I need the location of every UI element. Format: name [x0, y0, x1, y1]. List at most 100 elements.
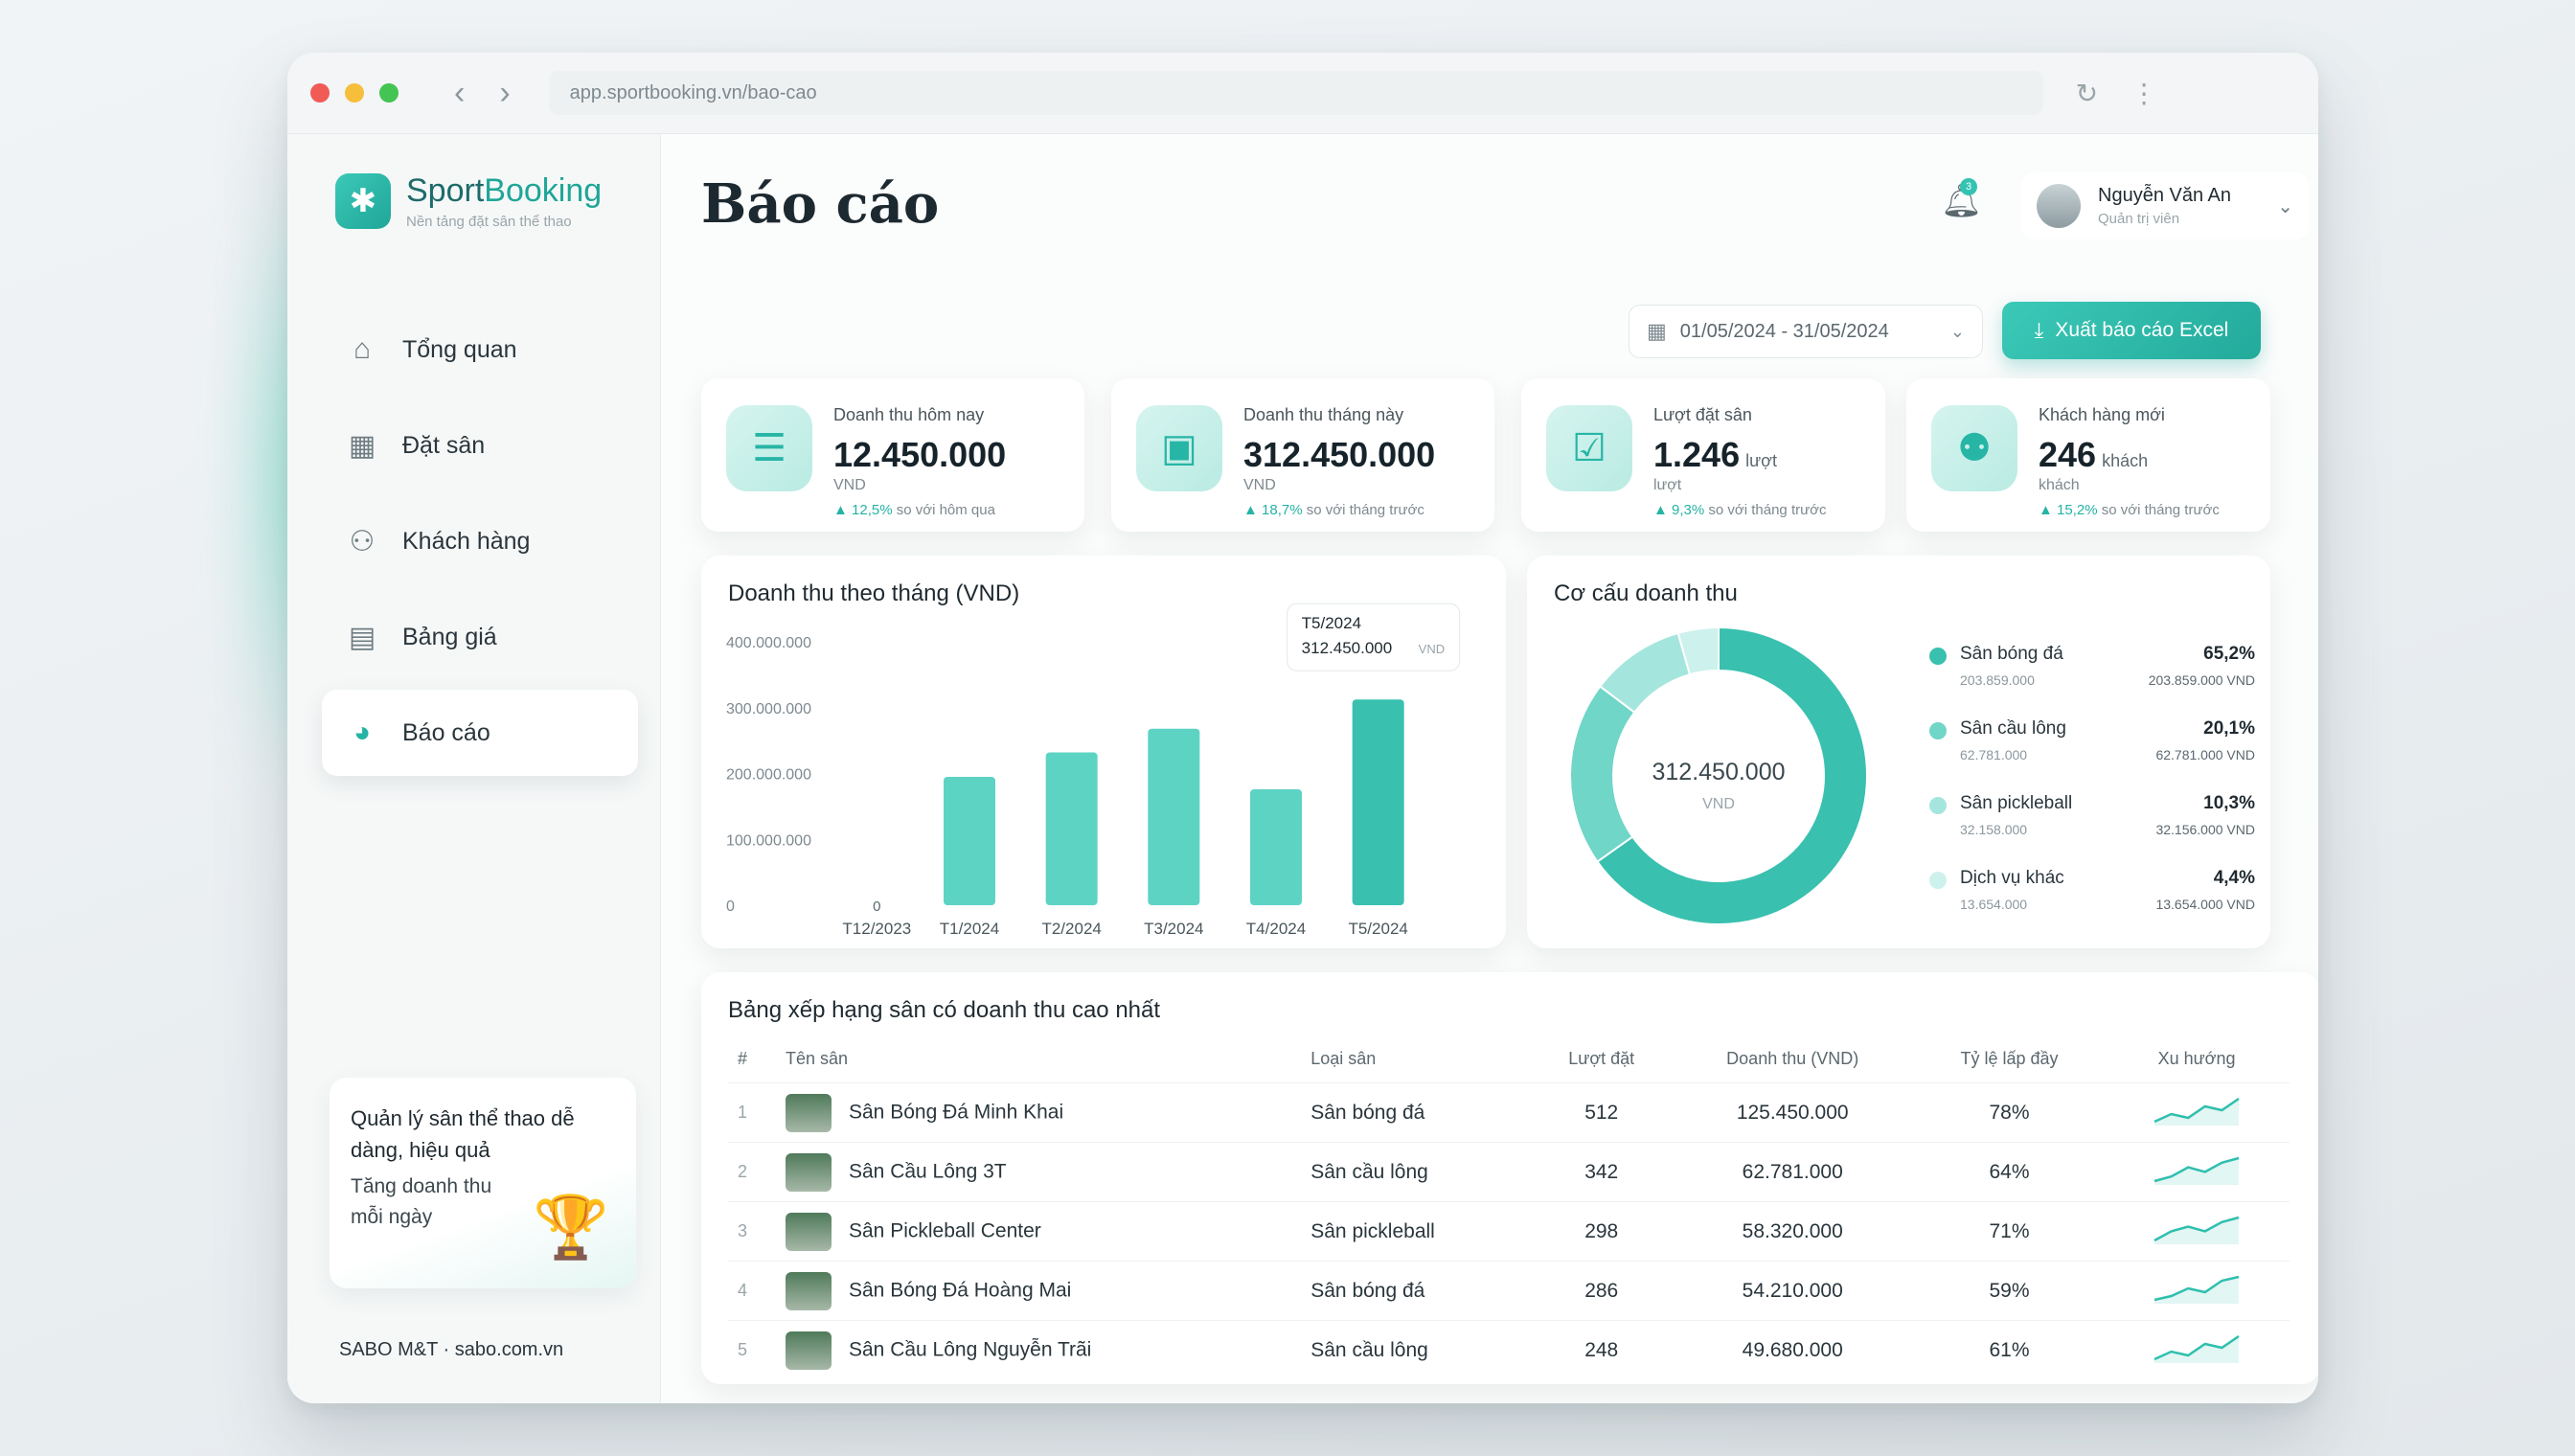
court-type: Sân cầu lông — [1301, 1320, 1533, 1380]
address-bar[interactable]: app.sportbooking.vn/bao-cao — [548, 71, 2043, 115]
kpi-trend: ▲ 18,7% so với tháng trước — [1243, 502, 1424, 518]
sidebar-item-bang-gia[interactable]: ▤ Bảng giá — [322, 594, 638, 680]
court-name: Sân Bóng Đá Minh Khai — [849, 1101, 1064, 1124]
back-arrow-icon[interactable]: ‹ — [454, 75, 466, 111]
price-tag-icon: ▤ — [348, 621, 376, 653]
court-name: Sân Pickleball Center — [849, 1219, 1041, 1242]
column-header[interactable]: Tỷ lệ lấp đầy — [1960, 1049, 2059, 1068]
y-tick-label: 200.000.000 — [726, 767, 811, 784]
sidebar-item-bao-cao[interactable]: ◕ Báo cáo — [322, 690, 638, 776]
revenue-value: 62.781.000 — [1670, 1142, 1915, 1202]
trend-cell — [2104, 1201, 2290, 1262]
sidebar-item-tong-quan[interactable]: ⌂ Tổng quan — [322, 307, 638, 393]
legend-value: 203.859.000 VND — [2148, 672, 2255, 688]
forward-arrow-icon[interactable]: › — [499, 75, 511, 111]
table-row[interactable]: 5 Sân Cầu Lông Nguyễn Trãi Sân cầu lông 248… — [728, 1320, 2290, 1380]
ranking-table: # Tên sân Loại sân Lượt đặt Doanh thu (V… — [728, 1041, 2290, 1380]
fill-rate: 71% — [1914, 1201, 2105, 1262]
x-tick-label: T3/2024 — [1144, 920, 1203, 938]
bar-T4/2024[interactable] — [1250, 789, 1302, 905]
kpi-label: Khách hàng mới — [2039, 405, 2165, 424]
legend-dot — [1929, 722, 1947, 739]
fill-rate: 61% — [1914, 1320, 2105, 1380]
kpi-label: Doanh thu hôm nay — [833, 405, 985, 424]
donut-slice-Dịch vụ khác[interactable] — [1676, 626, 1720, 676]
sidebar-item-label: Bảng giá — [402, 623, 497, 650]
card-title: Bảng xếp hạng sân có doanh thu cao nhất — [728, 997, 1161, 1023]
export-excel-button[interactable]: ⤓ Xuất báo cáo Excel — [2002, 302, 2261, 359]
main-content: Báo cáo 🔔︎ 3 Nguyễn Văn An Quản trị viên… — [661, 134, 2318, 1403]
table-row[interactable]: 4 Sân Bóng Đá Hoàng Mai Sân bóng đá 286 54.2… — [728, 1261, 2290, 1321]
revenue-value: 49.680.000 — [1670, 1320, 1915, 1380]
revenue-value: 58.320.000 — [1670, 1201, 1915, 1262]
column-header[interactable]: Loại sân — [1310, 1049, 1377, 1068]
trend-sparkline — [2153, 1334, 2240, 1363]
column-header[interactable]: Doanh thu (VND) — [1726, 1049, 1859, 1068]
sidebar-item-dat-san[interactable]: ▦ Đặt sân — [322, 402, 638, 489]
kpi-unit: VND — [1243, 477, 1276, 493]
court-name-cell: Sân Pickleball Center — [776, 1201, 1302, 1262]
table-row[interactable]: 2 Sân Cầu Lông 3T Sân cầu lông 342 62.781.00… — [728, 1142, 2290, 1202]
trend-sparkline — [2153, 1275, 2240, 1304]
close-window-button[interactable] — [310, 83, 330, 102]
brand-tagline: Nền tảng đặt sân thể thao — [406, 214, 572, 230]
sparkline-line — [2153, 1275, 2240, 1301]
rank-index: 2 — [728, 1142, 776, 1202]
court-type: Sân pickleball — [1301, 1201, 1533, 1262]
legend-sub-value: 13.654.000 — [1960, 897, 2028, 912]
date-range-picker[interactable]: ▦ 01/05/2024 - 31/05/2024 ⌄ — [1629, 305, 1983, 358]
donut-slice-Sân cầu lông[interactable] — [1569, 685, 1636, 863]
sidebar-item-khach-hang[interactable]: ⚇ Khách hàng — [322, 498, 638, 584]
user-menu[interactable]: Nguyễn Văn An Quản trị viên ⌄ — [2021, 172, 2309, 239]
table-row[interactable]: 3 Sân Pickleball Center Sân pickleball 298 5… — [728, 1201, 2290, 1262]
minimize-window-button[interactable] — [345, 83, 364, 102]
chevron-down-icon: ⌄ — [1949, 321, 1965, 341]
y-tick-label: 400.000.000 — [726, 635, 811, 651]
table-row[interactable]: 1 Sân Bóng Đá Minh Khai Sân bóng đá 512 125.… — [728, 1082, 2290, 1143]
date-range-value: 01/05/2024 - 31/05/2024 — [1679, 320, 1889, 342]
donut-center-unit: VND — [1702, 796, 1735, 812]
donut-center-value: 312.450.000 — [1652, 759, 1785, 785]
brand[interactable]: ✱ SportBooking Nền tảng đặt sân thể thao — [335, 172, 602, 230]
user-role: Quản trị viên — [2098, 211, 2180, 227]
court-name: Sân Cầu Lông 3T — [849, 1160, 1007, 1183]
kpi-card-revenue-today: ☰ Doanh thu hôm nay 12.450.000 VND ▲ 12,… — [701, 378, 1084, 532]
sidebar-menu: ⌂ Tổng quan ▦ Đặt sân ⚇ Khách hàng ▤ Bản… — [322, 307, 638, 785]
sportbooking-logo-icon: ✱ — [335, 173, 391, 229]
court-name-cell: Sân Cầu Lông 3T — [776, 1142, 1302, 1202]
rank-index: 3 — [728, 1201, 776, 1262]
x-tick-label: T12/2023 — [842, 920, 911, 938]
legend-value: 32.156.000 VND — [2155, 822, 2255, 837]
legend-value: 62.781.000 VND — [2155, 747, 2255, 762]
court-name: Sân Bóng Đá Hoàng Mai — [849, 1279, 1072, 1302]
kpi-unit: khách — [2039, 477, 2080, 493]
legend-percent: 20,1% — [2203, 718, 2255, 739]
booking-count: 286 — [1532, 1261, 1671, 1321]
users-icon: ⚇ — [349, 525, 376, 557]
y-tick-label: 100.000.000 — [726, 832, 811, 849]
trend-cell — [2104, 1261, 2290, 1321]
maximize-window-button[interactable] — [379, 83, 399, 102]
court-thumbnail — [786, 1152, 832, 1192]
legend-name: Sân cầu lông — [1960, 718, 2066, 739]
bar-T3/2024[interactable] — [1148, 728, 1200, 905]
trend-cell — [2104, 1142, 2290, 1202]
bar-T5/2024[interactable] — [1352, 699, 1404, 905]
donut-slice-Sân bóng đá[interactable] — [1596, 626, 1868, 925]
legend-sub-value: 203.859.000 — [1960, 672, 2035, 688]
monthly-revenue-card: Doanh thu theo tháng (VND) 0 100.000.000 2… — [701, 556, 1506, 948]
chevron-down-icon: ⌄ — [2277, 195, 2293, 217]
kpi-card-bookings: ☑ Lượt đặt sân 1.246 lượt lượt ▲ 9,3% so … — [1521, 378, 1885, 532]
tooltip — [1287, 603, 1461, 671]
reload-icon[interactable]: ↻ — [2075, 78, 2099, 108]
trend-cell — [2104, 1320, 2290, 1380]
rank-index: 1 — [728, 1082, 776, 1143]
column-header[interactable]: Lượt đặt — [1568, 1049, 1635, 1068]
bar-T1/2024[interactable] — [944, 776, 995, 905]
sparkline-line — [2153, 1097, 2240, 1123]
fill-rate: 78% — [1914, 1082, 2105, 1143]
sparkline-line — [2153, 1216, 2240, 1241]
bar-T2/2024[interactable] — [1045, 752, 1098, 906]
more-options-icon[interactable]: ⋮ — [2131, 78, 2158, 108]
column-header[interactable]: Tên sân — [786, 1049, 849, 1068]
